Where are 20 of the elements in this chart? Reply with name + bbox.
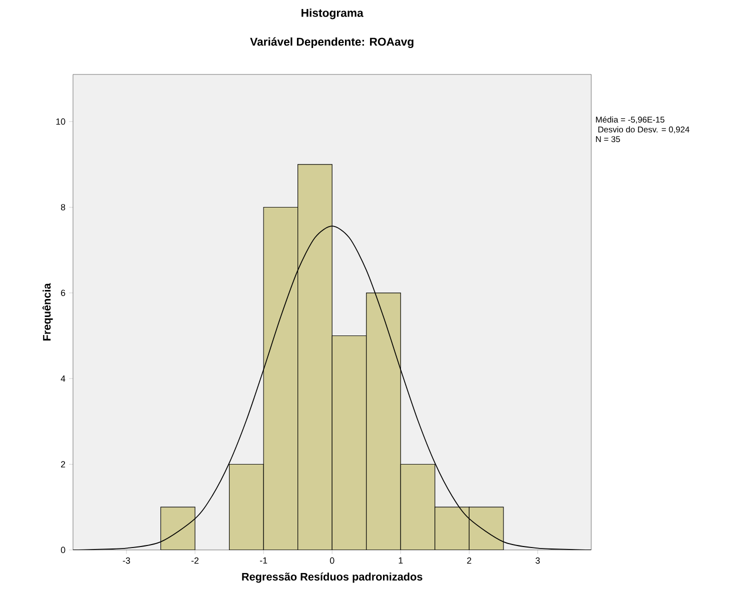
chart-subtitle: Variável Dependente: ROAavg: [250, 38, 414, 48]
x-tick-label: 3: [536, 558, 540, 564]
text: Média = -5,96E-15: [596, 116, 664, 124]
y-tick-label: 10: [56, 118, 66, 125]
y-tick-label: 0: [60, 547, 66, 554]
text: Desvio do Desv. = 0,924: [598, 126, 690, 134]
y-axis-title: Frequência: [42, 283, 53, 341]
x-axis-title: Regressão Resíduos padronizados: [242, 572, 422, 584]
text: N = 35: [596, 136, 620, 142]
chart-title: Histograma: [302, 8, 364, 20]
x-tick-label: -3: [122, 558, 130, 564]
x-tick-label: -1: [260, 558, 268, 564]
y-tick-label: 4: [60, 376, 66, 382]
y-tick-label: 2: [61, 461, 66, 468]
x-tick-label: -2: [191, 558, 199, 564]
y-tick-label: 8: [60, 204, 66, 211]
x-tick-label: 0: [330, 558, 334, 564]
x-tick-label: 1: [398, 558, 403, 564]
y-tick-label: 6: [61, 290, 66, 296]
x-tick-label: 2: [467, 558, 472, 564]
